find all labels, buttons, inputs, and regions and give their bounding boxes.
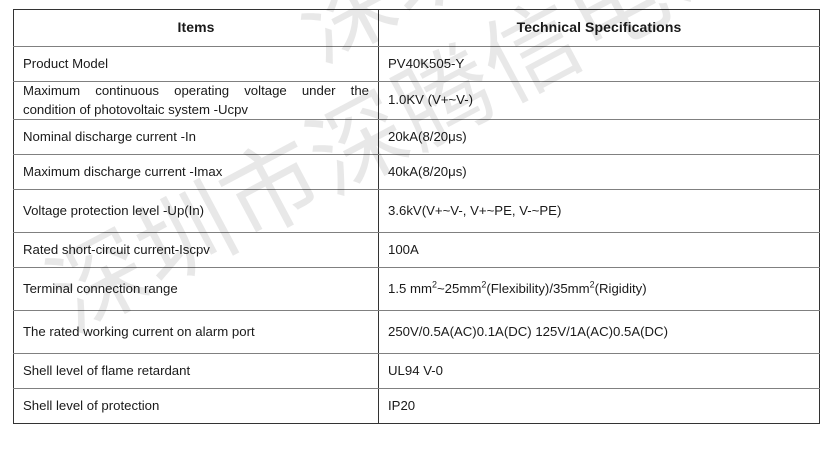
row-item-label: Nominal discharge current -In (13, 119, 379, 156)
row-item-label: Terminal connection range (13, 267, 379, 312)
table-row: Maximum discharge current -Imax 40kA(8/2… (13, 154, 820, 191)
table-header-row: Items Technical Specifications (13, 9, 820, 47)
row-item-label: Product Model (13, 46, 379, 82)
spec-superscript: 2 (431, 279, 437, 290)
row-item-label: Shell level of flame retardant (13, 353, 379, 390)
row-item-label: The rated working current on alarm port (13, 310, 379, 355)
table-row: Terminal connection range 1.5 mm2~25mm2(… (13, 267, 820, 312)
table-row: Voltage protection level -Up(In) 3.6kV(V… (13, 189, 820, 234)
spec-text-suffix: (Rigidity) (594, 281, 647, 297)
table-row: Maximum continuous operating voltage und… (13, 80, 820, 121)
spec-text-mid2: (Flexibility)/35mm (486, 281, 590, 297)
specifications-table-container: Items Technical Specifications Product M… (13, 9, 820, 425)
row-item-label: Rated short-circuit current-Iscpv (13, 232, 379, 269)
row-spec-value: IP20 (378, 388, 820, 425)
row-spec-value: 1.0KV (V+~V-) (378, 80, 820, 121)
table-row: The rated working current on alarm port … (13, 310, 820, 355)
row-spec-value: 40kA(8/20μs) (378, 154, 820, 191)
table-row: Shell level of flame retardant UL94 V-0 (13, 353, 820, 390)
specifications-table: Items Technical Specifications Product M… (13, 9, 820, 425)
column-header-technical-specifications: Technical Specifications (378, 9, 820, 47)
spec-text-prefix: 1.5 mm (388, 281, 432, 297)
row-spec-value: PV40K505-Y (378, 46, 820, 82)
column-header-items: Items (13, 9, 379, 47)
row-spec-value: 20kA(8/20μs) (378, 119, 820, 156)
row-spec-value: UL94 V-0 (378, 353, 820, 390)
row-item-label: Voltage protection level -Up(In) (13, 189, 379, 234)
spec-text-mid1: ~25mm (436, 281, 482, 297)
row-item-label-line1: Maximum continuous operating voltage und… (23, 83, 369, 98)
table-row: Nominal discharge current -In 20kA(8/20μ… (13, 119, 820, 156)
row-spec-value: 1.5 mm2~25mm2(Flexibility)/35mm2(Rigidit… (378, 267, 820, 312)
spec-superscript: 2 (481, 279, 487, 290)
row-item-label-line2: condition of photovoltaic system -Ucpv (23, 101, 249, 117)
row-item-label: Shell level of protection (13, 388, 379, 425)
row-spec-value: 250V/0.5A(AC)0.1A(DC) 125V/1A(AC)0.5A(DC… (378, 310, 820, 355)
table-row: Shell level of protection IP20 (13, 388, 820, 425)
row-spec-value: 100A (378, 232, 820, 269)
spec-superscript: 2 (589, 279, 595, 290)
row-spec-value: 3.6kV(V+~V-, V+~PE, V-~PE) (378, 189, 820, 234)
table-row: Rated short-circuit current-Iscpv 100A (13, 232, 820, 269)
row-item-label: Maximum discharge current -Imax (13, 154, 379, 191)
row-item-label: Maximum continuous operating voltage und… (13, 80, 379, 121)
table-row: Product Model PV40K505-Y (13, 46, 820, 82)
